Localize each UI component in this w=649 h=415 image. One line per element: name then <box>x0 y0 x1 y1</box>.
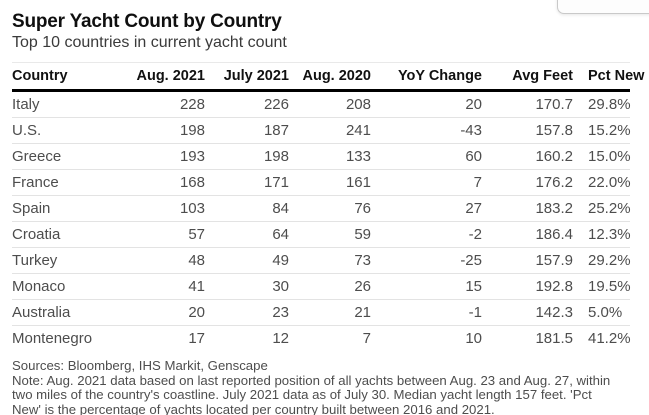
column-header: Pct New <box>573 62 644 92</box>
table-cell: U.S. <box>12 117 127 144</box>
page-subtitle: Top 10 countries in current yacht count <box>12 34 287 51</box>
table-row: Turkey 48 49 73 -25 157.9 29.2% <box>12 247 631 274</box>
table-row: Australia 20 23 21 -1 142.3 5.0% <box>12 299 630 326</box>
table-cell: Spain <box>12 195 127 222</box>
table-cell: 15 <box>371 273 482 300</box>
table-cell: -2 <box>371 221 482 248</box>
table-cell: 84 <box>205 195 289 222</box>
table-cell: 183.2 <box>482 195 573 222</box>
table-cell: 60 <box>371 143 482 170</box>
cutoff-corner-button[interactable] <box>557 0 649 14</box>
table-cell: 19.5% <box>573 273 631 300</box>
table-cell: 17 <box>127 325 205 351</box>
table-cell: 161 <box>289 169 371 196</box>
table-row: Spain 103 84 76 27 183.2 25.2% <box>12 195 631 222</box>
table-cell: -1 <box>371 299 482 326</box>
table-cell: 30 <box>205 273 289 300</box>
table-cell: 208 <box>345 96 371 113</box>
table-cell: 160.2 <box>482 143 573 170</box>
table-cell: 5.0% <box>573 299 630 326</box>
table-cell: 192.8 <box>482 273 573 300</box>
column-header: Aug. 2021 <box>127 62 205 92</box>
table-row: Monaco 41 30 26 15 192.8 19.5% <box>12 273 631 300</box>
table-cell: 29.8% <box>588 96 631 113</box>
column-header: Country <box>12 62 127 92</box>
column-header: YoY Change <box>371 62 482 92</box>
table-cell: 76 <box>289 195 371 222</box>
table-cell: 7 <box>289 325 371 351</box>
table-cell: 48 <box>127 247 205 274</box>
table-cell: 15.0% <box>573 143 631 170</box>
table-row: France 168 171 161 7 176.2 22.0% <box>12 169 631 196</box>
table-cell: 20 <box>465 96 482 113</box>
table-cell: 41.2% <box>573 325 631 351</box>
table-cell: 10 <box>371 325 482 351</box>
table-cell: 228 <box>179 96 205 113</box>
table-cell: 22.0% <box>573 169 631 196</box>
note-line-3: New' is the percentage of yachts located… <box>12 401 495 415</box>
column-header: July 2021 <box>205 62 289 92</box>
table-row: U.S. 198 187 241 -43 157.8 15.2% <box>12 117 631 144</box>
table-row: Croatia 57 64 59 -2 186.4 12.3% <box>12 221 631 248</box>
table-cell: 198 <box>127 117 205 144</box>
table-cell: 133 <box>289 143 371 170</box>
table-cell: 226 <box>263 96 289 113</box>
table-cell: 186.4 <box>482 221 573 248</box>
table-cell: 7 <box>371 169 482 196</box>
table-cell: 20 <box>127 299 205 326</box>
table-cell: 142.3 <box>482 299 573 326</box>
table-cell: Monaco <box>12 273 127 300</box>
table-cell: France <box>12 169 127 196</box>
column-header: Avg Feet <box>482 62 573 92</box>
note-line-1: Note: Aug. 2021 data based on last repor… <box>12 372 611 388</box>
table-cell: Croatia <box>12 221 127 248</box>
table-cell: 241 <box>289 117 371 144</box>
table-cell: Greece <box>12 143 127 170</box>
table-cell: Australia <box>12 299 127 326</box>
table-cell: 59 <box>289 221 371 248</box>
sources-line: Sources: Bloomberg, IHS Markit, Genscape <box>12 358 268 373</box>
table-cell: 25.2% <box>573 195 631 222</box>
yacht-count-table: Country Aug. 2021 July 2021 Aug. 2020 YoY Ch… <box>12 62 644 351</box>
table-cell: 57 <box>127 221 205 248</box>
table-cell: Montenegro <box>12 325 127 351</box>
table-cell: 15.2% <box>573 117 631 144</box>
table-cell: -43 <box>371 117 482 144</box>
table-row: Greece 193 198 133 60 160.2 15.0% <box>12 143 631 170</box>
table-header-row: Country Aug. 2021 July 2021 Aug. 2020 YoY Ch… <box>12 62 644 92</box>
table-cell: 64 <box>205 221 289 248</box>
table-row: Montenegro 17 12 7 10 181.5 41.2% <box>12 325 631 351</box>
table-cell: 157.9 <box>482 247 573 274</box>
table-cell: 41 <box>127 273 205 300</box>
source-note-block: Sources: Bloomberg, IHS Markit, Genscape… <box>12 358 644 415</box>
table-cell: 187 <box>205 117 289 144</box>
table-cell: 27 <box>371 195 482 222</box>
table-cell: 168 <box>127 169 205 196</box>
table-cell: 73 <box>289 247 371 274</box>
table-cell: 29.2% <box>573 247 631 274</box>
page-title: Super Yacht Count by Country <box>12 11 282 32</box>
table-cell: 170.7 <box>535 96 573 113</box>
column-header: Aug. 2020 <box>289 62 371 92</box>
table-cell: 103 <box>127 195 205 222</box>
table-cell: 176.2 <box>482 169 573 196</box>
table-cell: 23 <box>205 299 289 326</box>
table-cell: 12.3% <box>573 221 631 248</box>
table-cell: 49 <box>205 247 289 274</box>
table-cell: -25 <box>371 247 482 274</box>
table-cell: 193 <box>127 143 205 170</box>
table-row: Italy 228 226 208 20 170.7 29.8% <box>12 91 631 118</box>
table-cell: 171 <box>205 169 289 196</box>
table-cell: 181.5 <box>482 325 573 351</box>
table-cell: 12 <box>205 325 289 351</box>
note-line-2: two miles of the country's coastline. Ju… <box>12 387 592 403</box>
table-cell: Turkey <box>12 247 127 274</box>
table-cell: 21 <box>289 299 371 326</box>
table-cell: 157.8 <box>482 117 573 144</box>
table-cell: 198 <box>205 143 289 170</box>
table-cell: 26 <box>289 273 371 300</box>
table-cell: Italy <box>12 96 40 113</box>
